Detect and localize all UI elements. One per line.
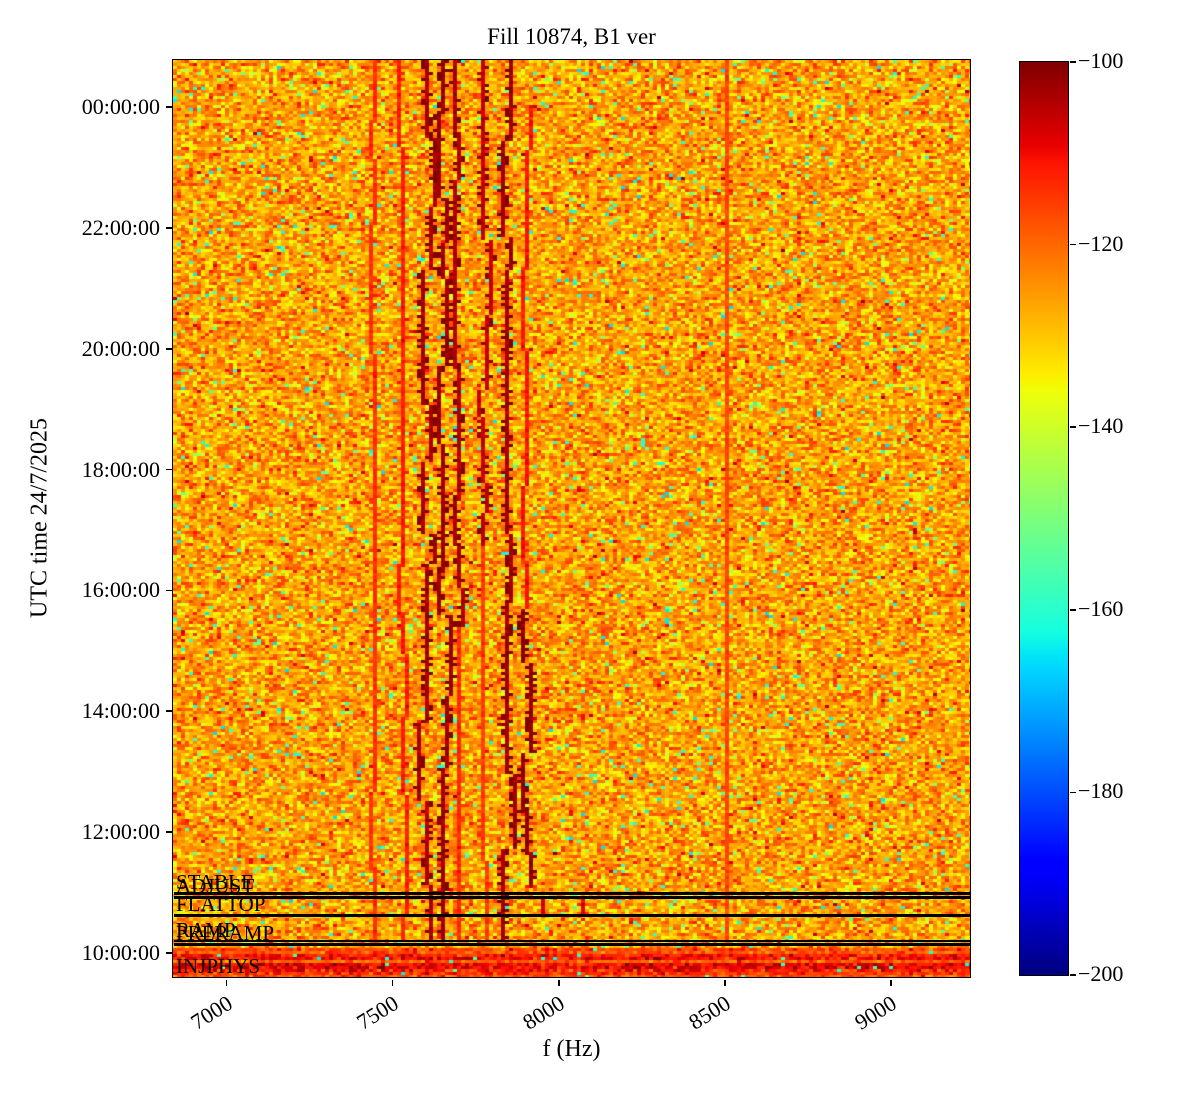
x-tick-mark	[723, 979, 726, 986]
x-tick-label-text: 7000	[185, 990, 237, 1035]
y-tick-label: 18:00:00	[81, 456, 160, 482]
beam-mode-label-flattop: FLATTOP	[176, 892, 266, 916]
colorbar-tick-mark	[1069, 61, 1076, 63]
y-tick-label: 20:00:00	[81, 335, 160, 361]
colorbar	[1018, 60, 1069, 976]
y-tick-label: 16:00:00	[81, 577, 160, 603]
beam-mode-line-stable	[173, 892, 971, 896]
y-tick-mark	[165, 106, 173, 108]
x-tick-label-text: 8000	[517, 990, 569, 1035]
y-tick-mark	[165, 831, 173, 833]
beam-mode-label-ramp: RAMP	[176, 917, 236, 942]
x-tick-label-text: 8500	[683, 990, 735, 1035]
y-tick-mark	[165, 710, 173, 713]
y-tick-label: 12:00:00	[81, 819, 160, 845]
y-tick-label: 22:00:00	[81, 214, 160, 240]
beam-mode-line-adjust	[173, 896, 971, 900]
colorbar-tick-mark	[1069, 609, 1076, 611]
colorbar-tick-mark	[1069, 791, 1076, 794]
beam-mode-label-adjust: ADJUST	[176, 874, 255, 899]
y-tick-label: 14:00:00	[81, 698, 160, 724]
x-axis-label: f (Hz)	[542, 1036, 601, 1062]
beam-mode-line-ramp	[173, 939, 971, 943]
y-tick-label: 10:00:00	[81, 940, 160, 966]
y-tick-mark	[165, 589, 173, 592]
x-tick-mark	[391, 979, 394, 986]
x-tick-label-text: 7500	[351, 990, 403, 1035]
colorbar-tick-label: −140	[1078, 413, 1124, 439]
beam-mode-label-preramp: PRERAMP	[176, 921, 275, 946]
plot-area	[172, 59, 971, 978]
colorbar-canvas	[1019, 61, 1068, 975]
colorbar-tick-mark	[1069, 426, 1076, 428]
colorbar-tick-mark	[1069, 243, 1076, 246]
y-tick-mark	[165, 952, 173, 954]
colorbar-tick-label: −100	[1078, 48, 1124, 73]
x-tick-mark	[225, 979, 228, 986]
y-tick-mark	[165, 468, 173, 471]
spectrogram-canvas	[173, 60, 970, 977]
x-tick-mark	[557, 979, 560, 986]
beam-mode-line-flattop	[173, 914, 971, 917]
colorbar-tick-label: −120	[1078, 230, 1124, 256]
beam-mode-label-stable: STABLE	[176, 870, 254, 895]
beam-mode-label-injphys: INJPHYS	[176, 954, 261, 978]
colorbar-tick-mark	[1069, 974, 1076, 976]
colorbar-tick-label: −200	[1078, 961, 1124, 986]
plot-title: Fill 10874, B1 ver	[487, 24, 656, 49]
colorbar-tick-label: −160	[1078, 595, 1124, 621]
y-tick-mark	[165, 347, 173, 350]
y-tick-mark	[165, 227, 173, 229]
colorbar-tick-label: −180	[1078, 778, 1124, 804]
y-tick-label: 00:00:00	[81, 93, 160, 119]
x-tick-mark	[890, 979, 892, 986]
beam-mode-line-preramp	[173, 943, 971, 946]
x-tick-label-text: 9000	[849, 990, 901, 1035]
